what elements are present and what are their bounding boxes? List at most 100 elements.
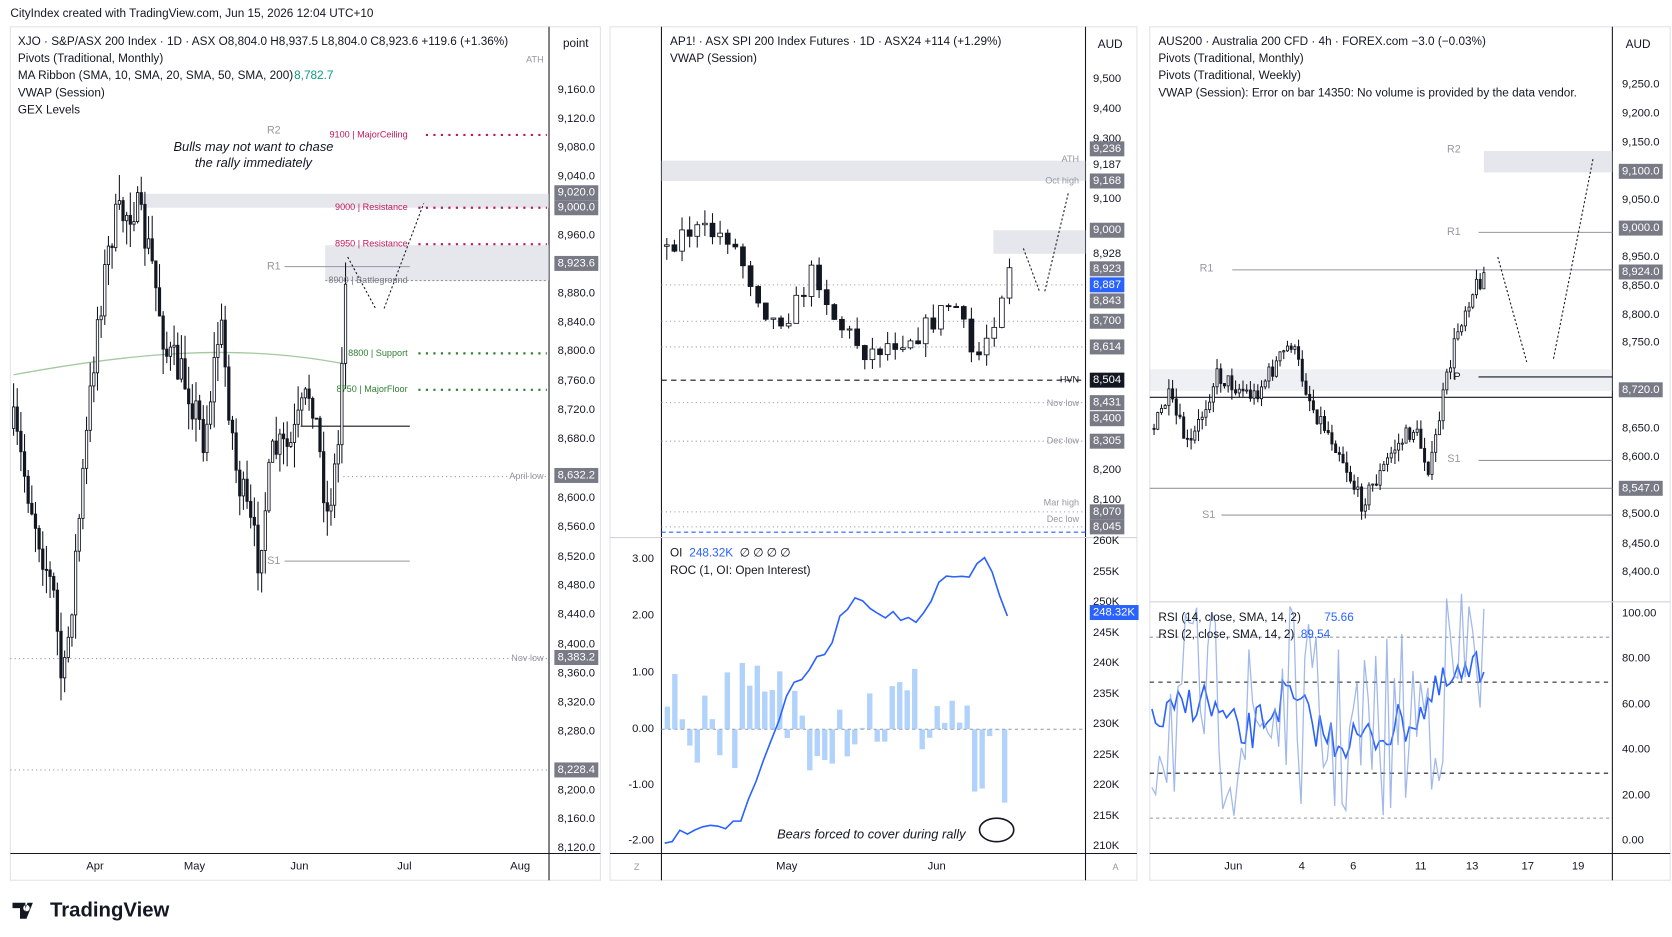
marker-label: ATH: [1062, 154, 1080, 164]
candle-body: [66, 636, 70, 658]
candle-body: [1326, 429, 1330, 434]
candle-body: [1478, 278, 1482, 290]
candle-body: [1267, 366, 1271, 382]
candle-body: [99, 315, 103, 321]
candle-body: [999, 297, 1005, 328]
candle-body: [161, 315, 165, 350]
axis-tick: 9,160.0: [558, 84, 595, 96]
legend-line: Pivots (Traditional, Monthly): [18, 52, 163, 65]
pivot-label: S1: [1447, 453, 1460, 465]
candle-body: [1452, 338, 1456, 369]
candle-body: [59, 630, 63, 679]
panel-frame: [609, 26, 1138, 881]
price-tag: 9,000: [1093, 224, 1121, 236]
logo-text: TradingView: [50, 900, 170, 922]
candle-body: [172, 344, 176, 348]
candle-body: [227, 366, 231, 421]
pivot-label: R2: [267, 124, 281, 136]
candle-body: [256, 524, 260, 574]
axis-tick: 240K: [1093, 657, 1120, 669]
logo-mark: [12, 902, 33, 919]
candle-body: [915, 340, 921, 345]
histogram-bar: [957, 722, 963, 730]
histogram-bar: [732, 729, 738, 769]
candle-body: [907, 340, 914, 349]
price-tag-box: [1089, 411, 1125, 427]
candle-body: [183, 358, 187, 390]
candle-body: [686, 229, 693, 237]
time-label: Jun: [1224, 860, 1242, 872]
histogram-bar: [664, 706, 671, 730]
candle-body: [983, 337, 990, 356]
candle-body: [260, 550, 264, 574]
candle-body: [230, 419, 235, 434]
histogram-bar: [859, 727, 865, 730]
axis-tick: 8,680.0: [558, 433, 595, 445]
price-tag: 8,924.0: [1622, 266, 1659, 278]
candle-body: [1197, 419, 1201, 432]
axis-tick: 250K: [1093, 596, 1120, 608]
candle-body: [245, 478, 249, 502]
histogram-bar: [904, 690, 910, 730]
legend-line: VWAP (Session): Error on bar 14350: No v…: [1158, 86, 1577, 99]
legend-value: 75.66: [1324, 611, 1354, 624]
axis-unit: AUD: [1098, 38, 1123, 51]
candle-body: [770, 317, 777, 320]
candle-body: [22, 451, 27, 477]
axis-tick: 8,160.0: [558, 813, 595, 825]
axis-tick: 8,500.0: [1622, 508, 1659, 520]
axis-unit: point: [563, 37, 589, 50]
button[interactable]: Z: [634, 862, 640, 872]
axis-tick: 0.00: [632, 723, 654, 735]
candle-body: [1282, 350, 1286, 353]
candle-body: [930, 317, 937, 330]
candle-body: [709, 222, 716, 238]
candle-body: [336, 444, 340, 465]
candle-body: [1315, 409, 1319, 425]
button[interactable]: A: [1112, 862, 1119, 872]
time-label: 11: [1415, 860, 1427, 872]
annotation: Bulls may not want to chase: [173, 139, 333, 154]
price-tag-box: [554, 650, 599, 666]
candle-body: [1152, 427, 1156, 430]
candle-body: [77, 517, 81, 552]
candle-body: [208, 401, 213, 425]
candle-body: [1474, 278, 1478, 296]
candle-body: [117, 200, 121, 205]
candle-body: [1423, 447, 1427, 463]
candle-body: [26, 475, 30, 504]
price-tag: 8,923: [1093, 263, 1121, 275]
histogram-bar: [792, 690, 798, 730]
legend-line: RSI (14, close, SMA, 14, 2): [1158, 611, 1301, 624]
price-label: 9,187: [1093, 159, 1121, 171]
histogram-bar: [927, 729, 933, 738]
legend-line: VWAP (Session): [18, 86, 105, 99]
candle-body: [877, 348, 883, 356]
candle-body: [1408, 427, 1412, 440]
candle-body: [762, 302, 769, 320]
legend-value: 248.32K: [689, 547, 733, 560]
price-tag-box: [1089, 293, 1125, 309]
candle-body: [1437, 420, 1441, 436]
candle-body: [1174, 398, 1178, 416]
time-label: Jun: [290, 860, 308, 872]
histogram-bar: [709, 719, 715, 730]
candle-body: [143, 203, 147, 249]
candle-body: [702, 222, 708, 226]
candle-body: [1178, 414, 1182, 418]
axis-tick: 8,120.0: [558, 842, 595, 854]
candle-body: [839, 318, 845, 331]
candle-body: [1456, 331, 1460, 340]
histogram-bar: [807, 729, 813, 771]
candle-body: [732, 243, 739, 248]
candle-body: [1171, 388, 1175, 400]
marker-label: April low: [509, 471, 544, 481]
axis-tick: 8,840.0: [558, 316, 595, 328]
candle-body: [1204, 409, 1208, 418]
axis-tick: 8,200.0: [558, 784, 595, 796]
candle-body: [1211, 386, 1215, 403]
histogram-bar: [867, 693, 873, 730]
price-label: 8,928: [1093, 248, 1121, 260]
axis-tick: 8,760.0: [558, 375, 595, 387]
